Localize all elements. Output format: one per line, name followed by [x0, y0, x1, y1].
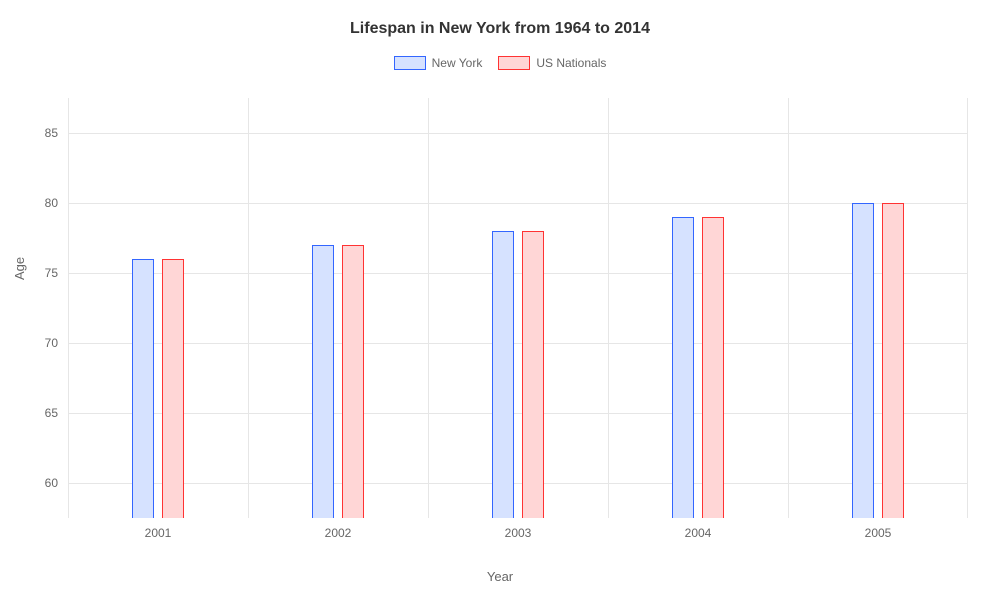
bar [852, 203, 874, 518]
bar [132, 259, 154, 518]
x-tick-label: 2003 [505, 526, 532, 540]
legend: New York US Nationals [0, 56, 1000, 70]
chart-title: Lifespan in New York from 1964 to 2014 [0, 0, 1000, 38]
legend-label: US Nationals [536, 56, 606, 70]
gridline-v [68, 98, 69, 518]
legend-label: New York [432, 56, 483, 70]
y-tick-label: 85 [18, 126, 58, 140]
bar [672, 217, 694, 518]
legend-swatch-ny [394, 56, 426, 70]
gridline-v [608, 98, 609, 518]
gridline-v [428, 98, 429, 518]
gridline-v [788, 98, 789, 518]
bar [312, 245, 334, 518]
chart-container: Lifespan in New York from 1964 to 2014 N… [0, 0, 1000, 600]
legend-item: US Nationals [498, 56, 606, 70]
x-tick-label: 2002 [325, 526, 352, 540]
gridline-h [68, 343, 968, 344]
y-tick-label: 80 [18, 196, 58, 210]
plot-canvas: 60657075808520012002200320042005 [68, 98, 968, 518]
x-axis-label: Year [0, 569, 1000, 584]
gridline-v [248, 98, 249, 518]
gridline-h [68, 133, 968, 134]
y-tick-label: 70 [18, 336, 58, 350]
y-tick-label: 75 [18, 266, 58, 280]
gridline-v [967, 98, 968, 518]
legend-item: New York [394, 56, 483, 70]
x-tick-label: 2005 [865, 526, 892, 540]
gridline-h [68, 483, 968, 484]
x-tick-label: 2004 [685, 526, 712, 540]
bar [162, 259, 184, 518]
bar [702, 217, 724, 518]
gridline-h [68, 203, 968, 204]
y-tick-label: 65 [18, 406, 58, 420]
legend-swatch-us [498, 56, 530, 70]
y-tick-label: 60 [18, 476, 58, 490]
bar [522, 231, 544, 518]
bar [882, 203, 904, 518]
plot-area: 60657075808520012002200320042005 [68, 98, 968, 518]
gridline-h [68, 413, 968, 414]
gridline-h [68, 273, 968, 274]
bar [342, 245, 364, 518]
x-tick-label: 2001 [145, 526, 172, 540]
bar [492, 231, 514, 518]
